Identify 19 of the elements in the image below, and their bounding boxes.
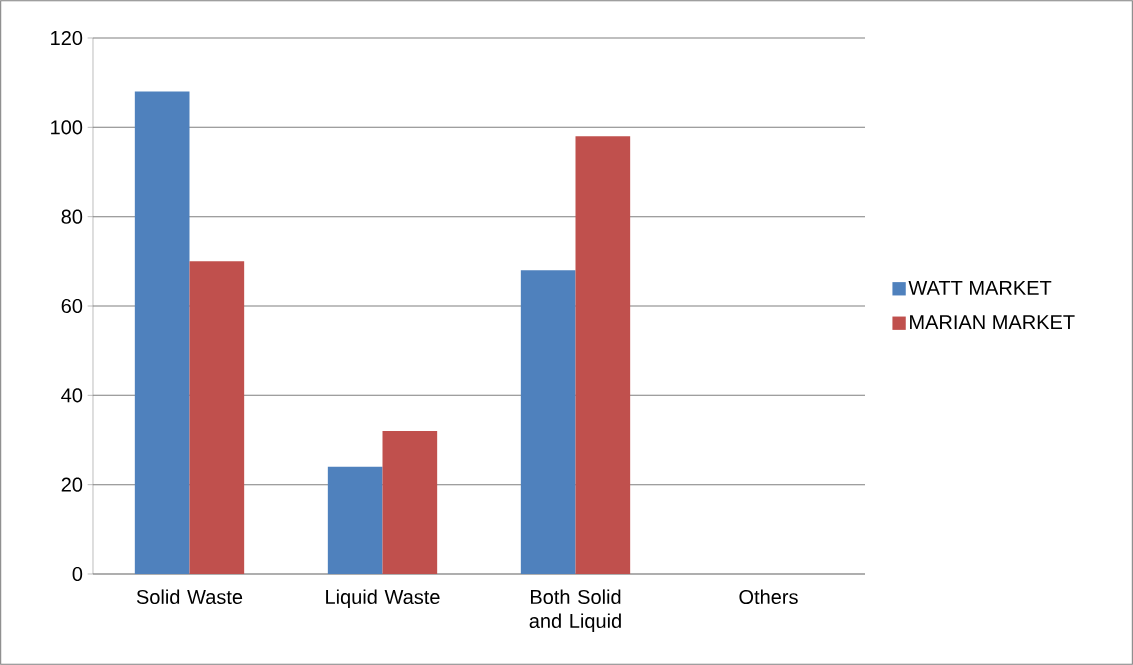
x-tick-label: Liquid Waste (326, 589, 440, 609)
y-tick-label: 120 (51, 30, 83, 46)
x-tick-label: Both Solid and Liquid (529, 589, 621, 633)
bar (134, 91, 190, 574)
bar (575, 136, 631, 574)
y-tick-label: 80 (61, 209, 83, 224)
legend-label: WATT MARKET (908, 280, 1052, 295)
bar (382, 431, 438, 574)
legend-label: MARIAN MARKET (910, 315, 1075, 330)
bar (189, 261, 245, 574)
y-tick-label: 0 (72, 566, 83, 582)
y-tick-label: 100 (51, 120, 83, 135)
x-tick-label: Solid Waste (136, 589, 243, 605)
y-tick-label: 20 (61, 477, 83, 492)
bar (327, 466, 383, 574)
bar (520, 270, 576, 574)
x-tick-label: Others (739, 589, 798, 605)
y-tick-label: 40 (61, 388, 83, 403)
y-tick-label: 60 (61, 298, 83, 314)
